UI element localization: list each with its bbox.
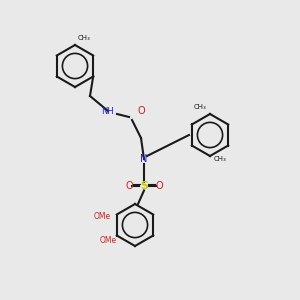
Text: CH₃: CH₃ bbox=[193, 104, 206, 110]
Text: CH₃: CH₃ bbox=[78, 35, 90, 41]
Text: N: N bbox=[140, 154, 148, 164]
Text: OMe: OMe bbox=[93, 212, 111, 221]
Text: CH₃: CH₃ bbox=[214, 155, 227, 161]
Text: NH: NH bbox=[102, 106, 114, 116]
Text: OMe: OMe bbox=[99, 236, 117, 245]
Text: O: O bbox=[125, 181, 133, 191]
Text: O: O bbox=[155, 181, 163, 191]
Text: S: S bbox=[140, 181, 148, 191]
Text: O: O bbox=[137, 106, 145, 116]
